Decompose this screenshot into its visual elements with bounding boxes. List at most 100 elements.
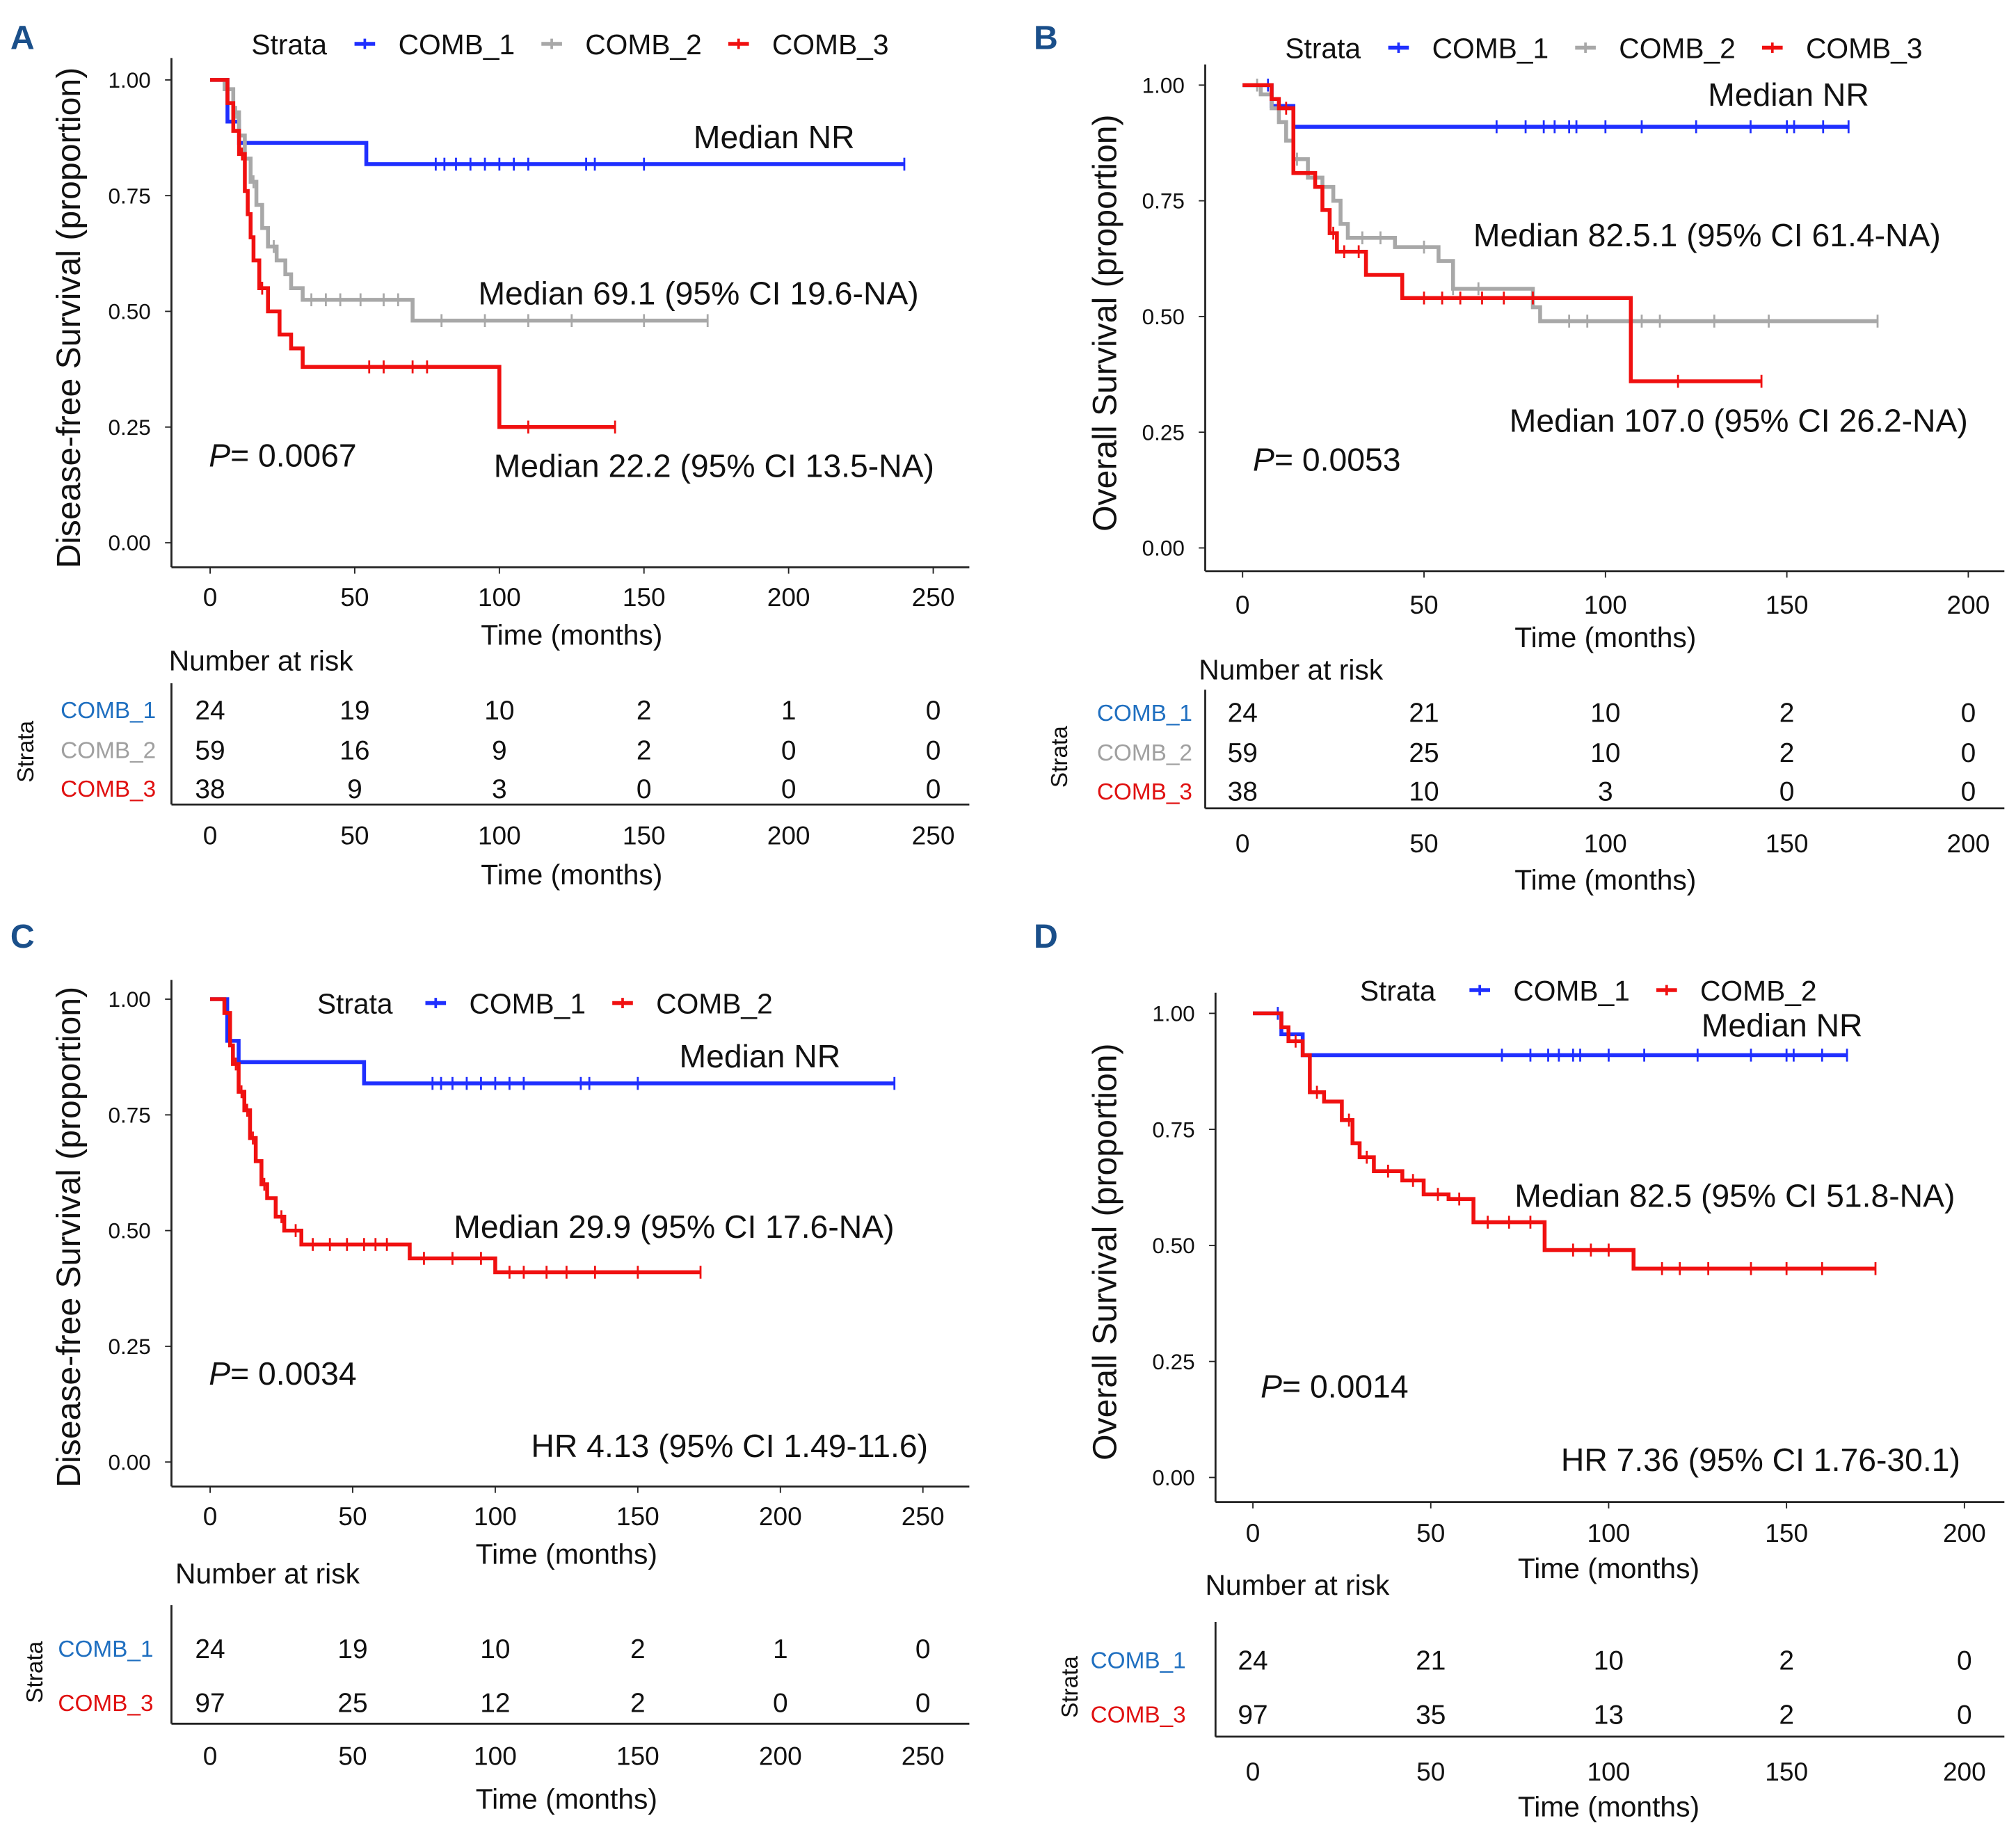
y-tick-label: 0.00 [1142,536,1185,561]
x-tick-label: 200 [1947,590,1990,619]
km-curve-comb_1 [210,997,895,1085]
risk-x-tick-label: 150 [1766,829,1809,858]
risk-cell: 19 [337,1634,367,1664]
x-tick-label: 100 [474,1502,517,1531]
risk-x-tick-label: 200 [1943,1757,1986,1786]
risk-cell: 0 [637,774,652,804]
x-axis-title: Time (months) [1514,621,1696,653]
risk-cell: 2 [1779,738,1795,768]
risk-x-tick-label: 250 [912,821,955,850]
risk-cell: 3 [1598,777,1613,807]
risk-cell: 2 [630,1689,646,1719]
risk-cell: 24 [1228,699,1258,729]
legend-label: COMB_1 [469,987,586,1019]
risk-cell: 0 [926,774,941,804]
risk-x-tick-label: 0 [1246,1757,1261,1786]
risk-x-tick-label: 0 [203,1742,218,1771]
panel-a: A0.000.250.500.751.000 50 100 150 200 250Time… [10,19,970,891]
risk-table-strata-label: Strata [22,1641,48,1703]
x-tick-label: 50 [340,582,369,612]
legend-label: COMB_2 [656,987,773,1019]
risk-cell: 9 [492,735,507,765]
risk-cell: 24 [195,696,225,726]
median-annotation: Median 29.9 (95% CI 17.6-NA) [454,1209,894,1245]
y-tick-label: 0.25 [109,415,151,440]
risk-cell: 13 [1594,1700,1624,1730]
risk-table-title: Number at risk [1205,1569,1390,1601]
y-tick-label: 0.50 [109,1218,151,1243]
risk-x-tick-label: 200 [1947,829,1990,858]
panel-letter: B [1034,19,1058,56]
median-annotation: Median NR [1708,77,1869,113]
y-tick-label: 0.00 [109,1449,151,1474]
km-curve-comb_3 [210,78,616,429]
median-annotation: Median NR [1702,1008,1863,1044]
risk-cell: 12 [480,1689,510,1719]
legend-title: Strata [317,987,393,1019]
y-tick-label: 1.00 [1152,1001,1194,1026]
y-axis-title: Disease-free Survival (proportion) [50,987,88,1488]
risk-cell: 24 [195,1634,225,1664]
x-tick-label: 100 [1584,590,1627,619]
median-annotation: HR 7.36 (95% CI 1.76-30.1) [1561,1442,1960,1478]
risk-cell: 38 [195,774,225,804]
legend-title: Strata [1285,32,1361,64]
x-tick-label: 0 [1246,1518,1261,1547]
legend-label: COMB_1 [399,29,515,61]
x-tick-label: 0 [203,1502,218,1531]
y-tick-label: 0.00 [1152,1465,1194,1490]
risk-x-tick-label: 100 [1584,829,1627,858]
risk-cell: 59 [1228,738,1258,768]
median-annotation: Median 69.1 (95% CI 19.6-NA) [478,275,918,311]
risk-x-tick-label: 0 [203,821,218,850]
risk-cell: 3 [492,774,507,804]
km-curve-comb_3 [1242,83,1762,383]
risk-cell: 10 [1594,1646,1624,1676]
risk-cell: 0 [926,696,941,726]
risk-table-strata-label: Strata [13,720,39,782]
risk-cell: 9 [347,774,362,804]
median-annotation: Median 107.0 (95% CI 26.2-NA) [1510,403,1968,439]
y-tick-label: 0.50 [1152,1233,1194,1258]
risk-row-label: COMB_3 [58,1691,153,1717]
risk-row-label: COMB_1 [61,698,156,724]
km-curve-comb_2 [1253,1011,1876,1271]
risk-cell: 38 [1228,777,1258,807]
risk-x-tick-label: 50 [1416,1757,1445,1786]
risk-cell: 35 [1416,1700,1446,1730]
y-tick-label: 0.50 [1142,304,1185,329]
risk-cell: 24 [1238,1646,1267,1676]
risk-cell: 10 [1590,738,1620,768]
risk-row-label: COMB_3 [61,777,156,802]
x-tick-label: 50 [1409,590,1438,619]
x-tick-label: 200 [767,582,810,612]
risk-x-tick-label: 100 [474,1742,517,1771]
y-axis-title: Disease-free Survival (proportion) [50,67,88,568]
risk-cell: 2 [630,1634,646,1664]
x-tick-label: 150 [616,1502,659,1531]
risk-cell: 10 [1409,777,1439,807]
x-tick-label: 0 [203,582,218,612]
x-tick-label: 200 [759,1502,802,1531]
risk-cell: 1 [781,696,797,726]
risk-cell: 97 [195,1689,225,1719]
risk-cell: 25 [1409,738,1439,768]
p-value: P= 0.0034 [209,1355,356,1392]
risk-x-tick-label: 150 [1765,1757,1808,1786]
risk-cell: 0 [1961,777,1976,807]
risk-row-label: COMB_2 [61,738,156,764]
risk-cell: 0 [926,735,941,765]
risk-table-strata-label: Strata [1057,1656,1083,1718]
y-tick-label: 1.00 [1142,72,1185,97]
risk-cell: 16 [339,735,369,765]
risk-cell: 10 [1590,699,1620,729]
risk-cell: 21 [1409,699,1439,729]
p-value: P= 0.0067 [209,438,356,474]
y-tick-label: 0.25 [1142,420,1185,445]
median-annotation: Median 22.2 (95% CI 13.5-NA) [494,448,934,484]
risk-x-tick-label: 50 [340,821,369,850]
legend-title: Strata [251,29,327,61]
x-tick-label: 100 [1587,1518,1631,1547]
risk-cell: 2 [637,735,652,765]
